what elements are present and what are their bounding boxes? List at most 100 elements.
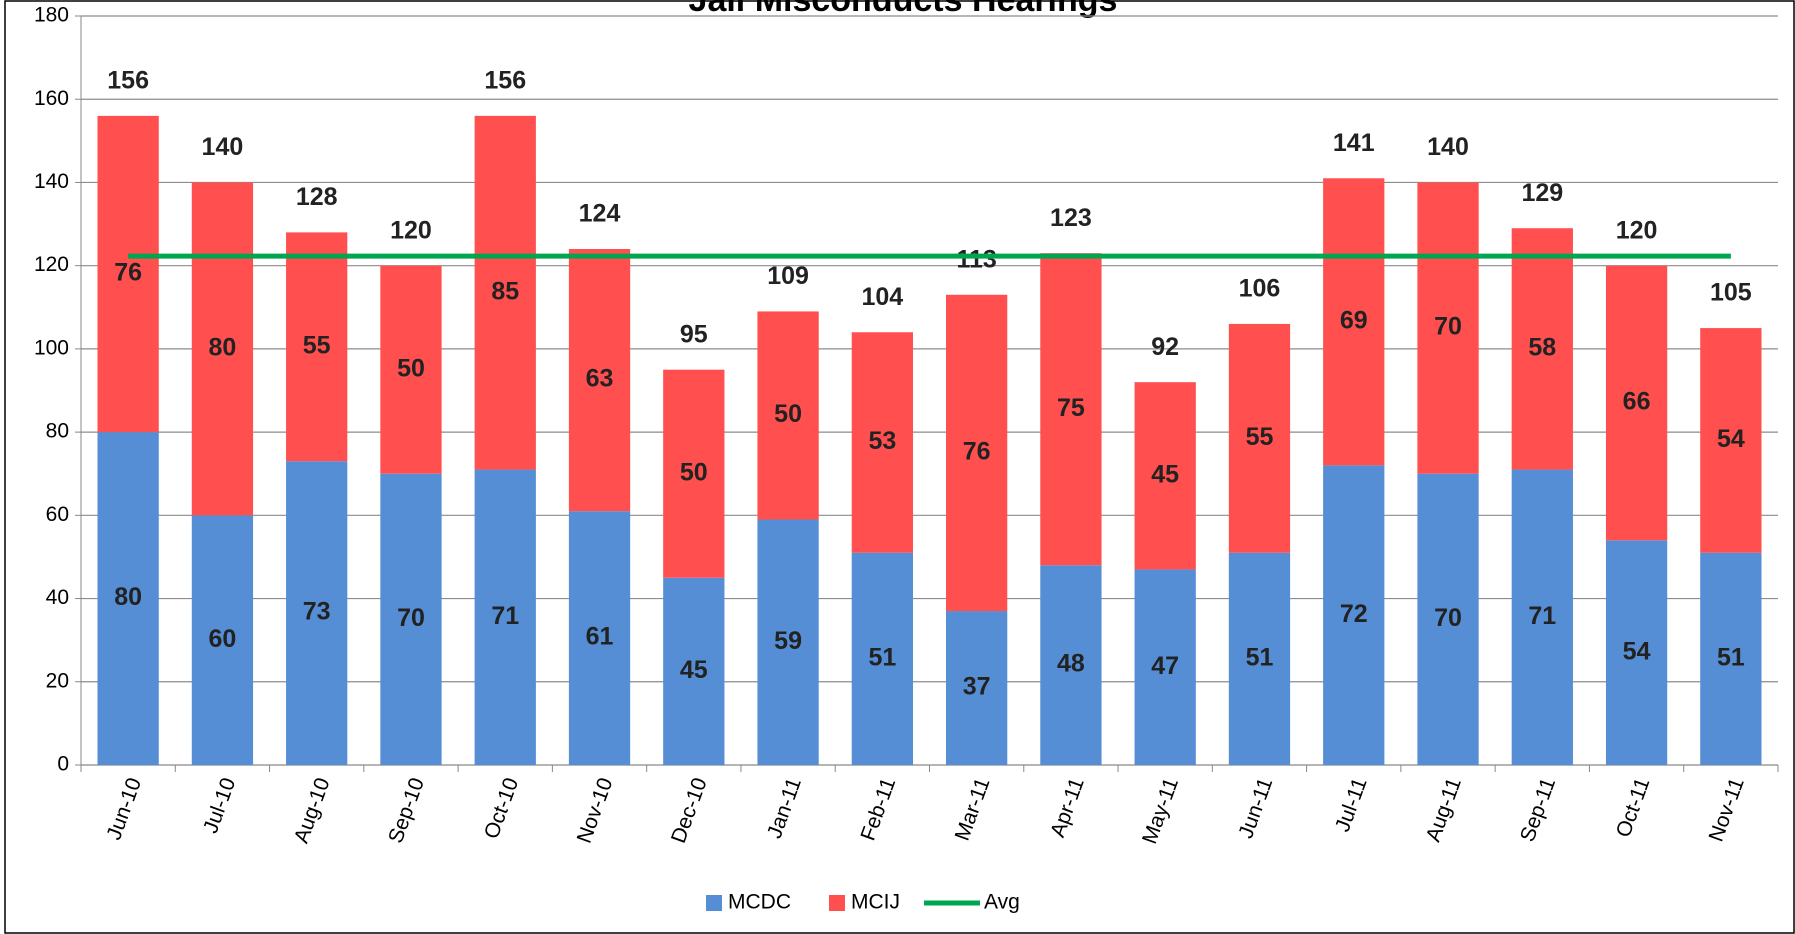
segment-label: 61 <box>586 623 614 651</box>
bar-segment <box>568 249 631 512</box>
y-tick-label: 120 <box>34 253 69 276</box>
bar-segment <box>1323 465 1385 765</box>
bar-segment <box>1700 552 1762 765</box>
bar-segment <box>1040 253 1102 566</box>
segment-label: 73 <box>303 598 331 626</box>
segment-label: 80 <box>114 583 142 611</box>
segment-label: 69 <box>1340 306 1368 334</box>
bar-segment <box>1323 178 1385 466</box>
bar-segment <box>380 265 442 474</box>
x-tick-label: Oct-11 <box>1612 775 1655 841</box>
y-tick-label: 100 <box>34 336 69 359</box>
x-tick-label: Jul-10 <box>199 775 240 837</box>
segment-label: 70 <box>1434 604 1462 632</box>
segment-label: 75 <box>1057 394 1085 422</box>
segment-label: 47 <box>1151 652 1179 680</box>
total-label: 105 <box>1710 279 1752 307</box>
segment-label: 76 <box>963 438 991 466</box>
total-label: 156 <box>107 66 149 94</box>
bar-segment <box>757 311 819 520</box>
legend-label: MCDC <box>728 891 791 914</box>
x-tick-label: Feb-11 <box>856 775 900 844</box>
bar-segment <box>380 473 442 765</box>
x-tick-label: Sep-10 <box>384 775 429 847</box>
x-tick-label: Mar-11 <box>951 775 995 844</box>
bar-segment <box>1417 473 1479 765</box>
bar-segment <box>97 115 159 433</box>
segment-label: 53 <box>868 427 896 455</box>
y-tick-label: 160 <box>34 87 69 110</box>
total-label: 129 <box>1521 179 1563 207</box>
bar-segment <box>851 552 914 765</box>
legend-swatch <box>829 895 845 911</box>
chart-border <box>4 0 1795 934</box>
bar-segment <box>1605 265 1668 541</box>
bar-segment <box>1417 182 1479 474</box>
bar-segment <box>97 432 159 765</box>
total-label: 106 <box>1239 275 1281 303</box>
total-label: 140 <box>202 133 244 161</box>
bar-segment <box>1511 228 1573 470</box>
total-label: 141 <box>1333 129 1375 157</box>
x-tick-label: Nov-10 <box>573 775 618 846</box>
bar-segment <box>191 182 254 516</box>
bar-segment <box>945 294 1008 612</box>
y-tick-label: 0 <box>57 753 69 776</box>
total-label: 92 <box>1151 333 1179 361</box>
x-tick-label: Apr-11 <box>1046 775 1089 841</box>
segment-label: 51 <box>1717 644 1745 672</box>
segment-label: 70 <box>1434 313 1462 341</box>
segment-label: 80 <box>209 333 237 361</box>
bar-segment <box>286 461 348 765</box>
x-tick-label: Nov-11 <box>1705 775 1749 845</box>
bar-segment <box>663 577 725 765</box>
total-label: 140 <box>1427 133 1469 161</box>
bar-segment <box>1700 328 1762 553</box>
segment-label: 55 <box>1246 423 1274 451</box>
x-tick-label: May-11 <box>1138 775 1183 847</box>
x-tick-label: Jul-11 <box>1331 775 1372 835</box>
x-tick-label: Oct-10 <box>480 775 523 842</box>
segment-label: 58 <box>1528 333 1556 361</box>
legend-label: Avg <box>984 891 1020 914</box>
bar-segment <box>1040 565 1102 765</box>
segment-label: 45 <box>680 656 708 684</box>
segment-label: 70 <box>397 604 425 632</box>
segment-label: 50 <box>680 458 708 486</box>
total-label: 124 <box>579 200 621 228</box>
legend-swatch <box>706 895 722 911</box>
total-label: 113 <box>956 245 996 273</box>
segment-label: 55 <box>303 331 331 359</box>
y-tick-label: 180 <box>34 4 69 27</box>
total-label: 123 <box>1050 204 1092 232</box>
segment-label: 37 <box>963 673 991 701</box>
total-label: 95 <box>680 320 708 348</box>
bar-segment <box>1605 540 1668 765</box>
segment-label: 51 <box>1246 644 1274 672</box>
segment-label: 59 <box>774 627 802 655</box>
bar-segment <box>945 611 1008 765</box>
x-tick-label: Sep-11 <box>1516 775 1560 845</box>
y-tick-label: 40 <box>46 586 69 609</box>
y-tick-label: 60 <box>46 503 69 526</box>
segment-label: 63 <box>586 365 614 393</box>
x-tick-label: Jan-11 <box>763 775 806 842</box>
total-label: 109 <box>767 262 809 290</box>
bar-segment <box>191 515 254 765</box>
legend-label: MCIJ <box>851 891 900 914</box>
segment-label: 71 <box>1528 602 1556 630</box>
x-tick-label: Dec-10 <box>667 775 712 846</box>
bar-segment <box>474 469 536 765</box>
segment-label: 76 <box>114 259 142 287</box>
segment-label: 66 <box>1623 388 1651 416</box>
y-tick-label: 20 <box>46 669 69 692</box>
x-tick-label: Aug-10 <box>290 775 335 847</box>
segment-label: 72 <box>1340 600 1368 628</box>
bar-segment <box>1511 469 1573 765</box>
bar-segment <box>286 232 348 462</box>
bar-segment <box>851 332 914 553</box>
segment-label: 54 <box>1717 425 1745 453</box>
bar-segment <box>568 511 631 765</box>
segment-label: 54 <box>1623 637 1651 665</box>
